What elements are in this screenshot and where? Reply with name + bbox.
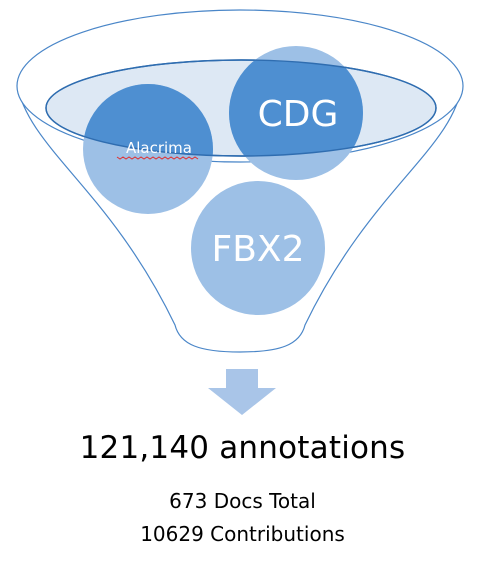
bubble-label-cdg: CDG xyxy=(258,94,339,135)
contributions-total: 10629 Contributions xyxy=(140,522,345,546)
spellcheck-underline xyxy=(116,156,199,160)
bubble-fbx2 xyxy=(191,181,325,315)
funnel-body xyxy=(16,84,463,353)
funnel-top-ellipse-edge xyxy=(45,59,437,157)
docs-total: 673 Docs Total xyxy=(169,489,316,513)
bubble-label-fbx2: FBX2 xyxy=(212,229,305,270)
bubble-label-alacrima: Alacrima xyxy=(126,139,192,157)
down-arrow-icon xyxy=(208,369,276,415)
bubble-alacrima-upper xyxy=(83,84,213,156)
bubble-cdg-upper xyxy=(229,60,363,156)
total-annotations: 121,140 annotations xyxy=(79,430,406,466)
